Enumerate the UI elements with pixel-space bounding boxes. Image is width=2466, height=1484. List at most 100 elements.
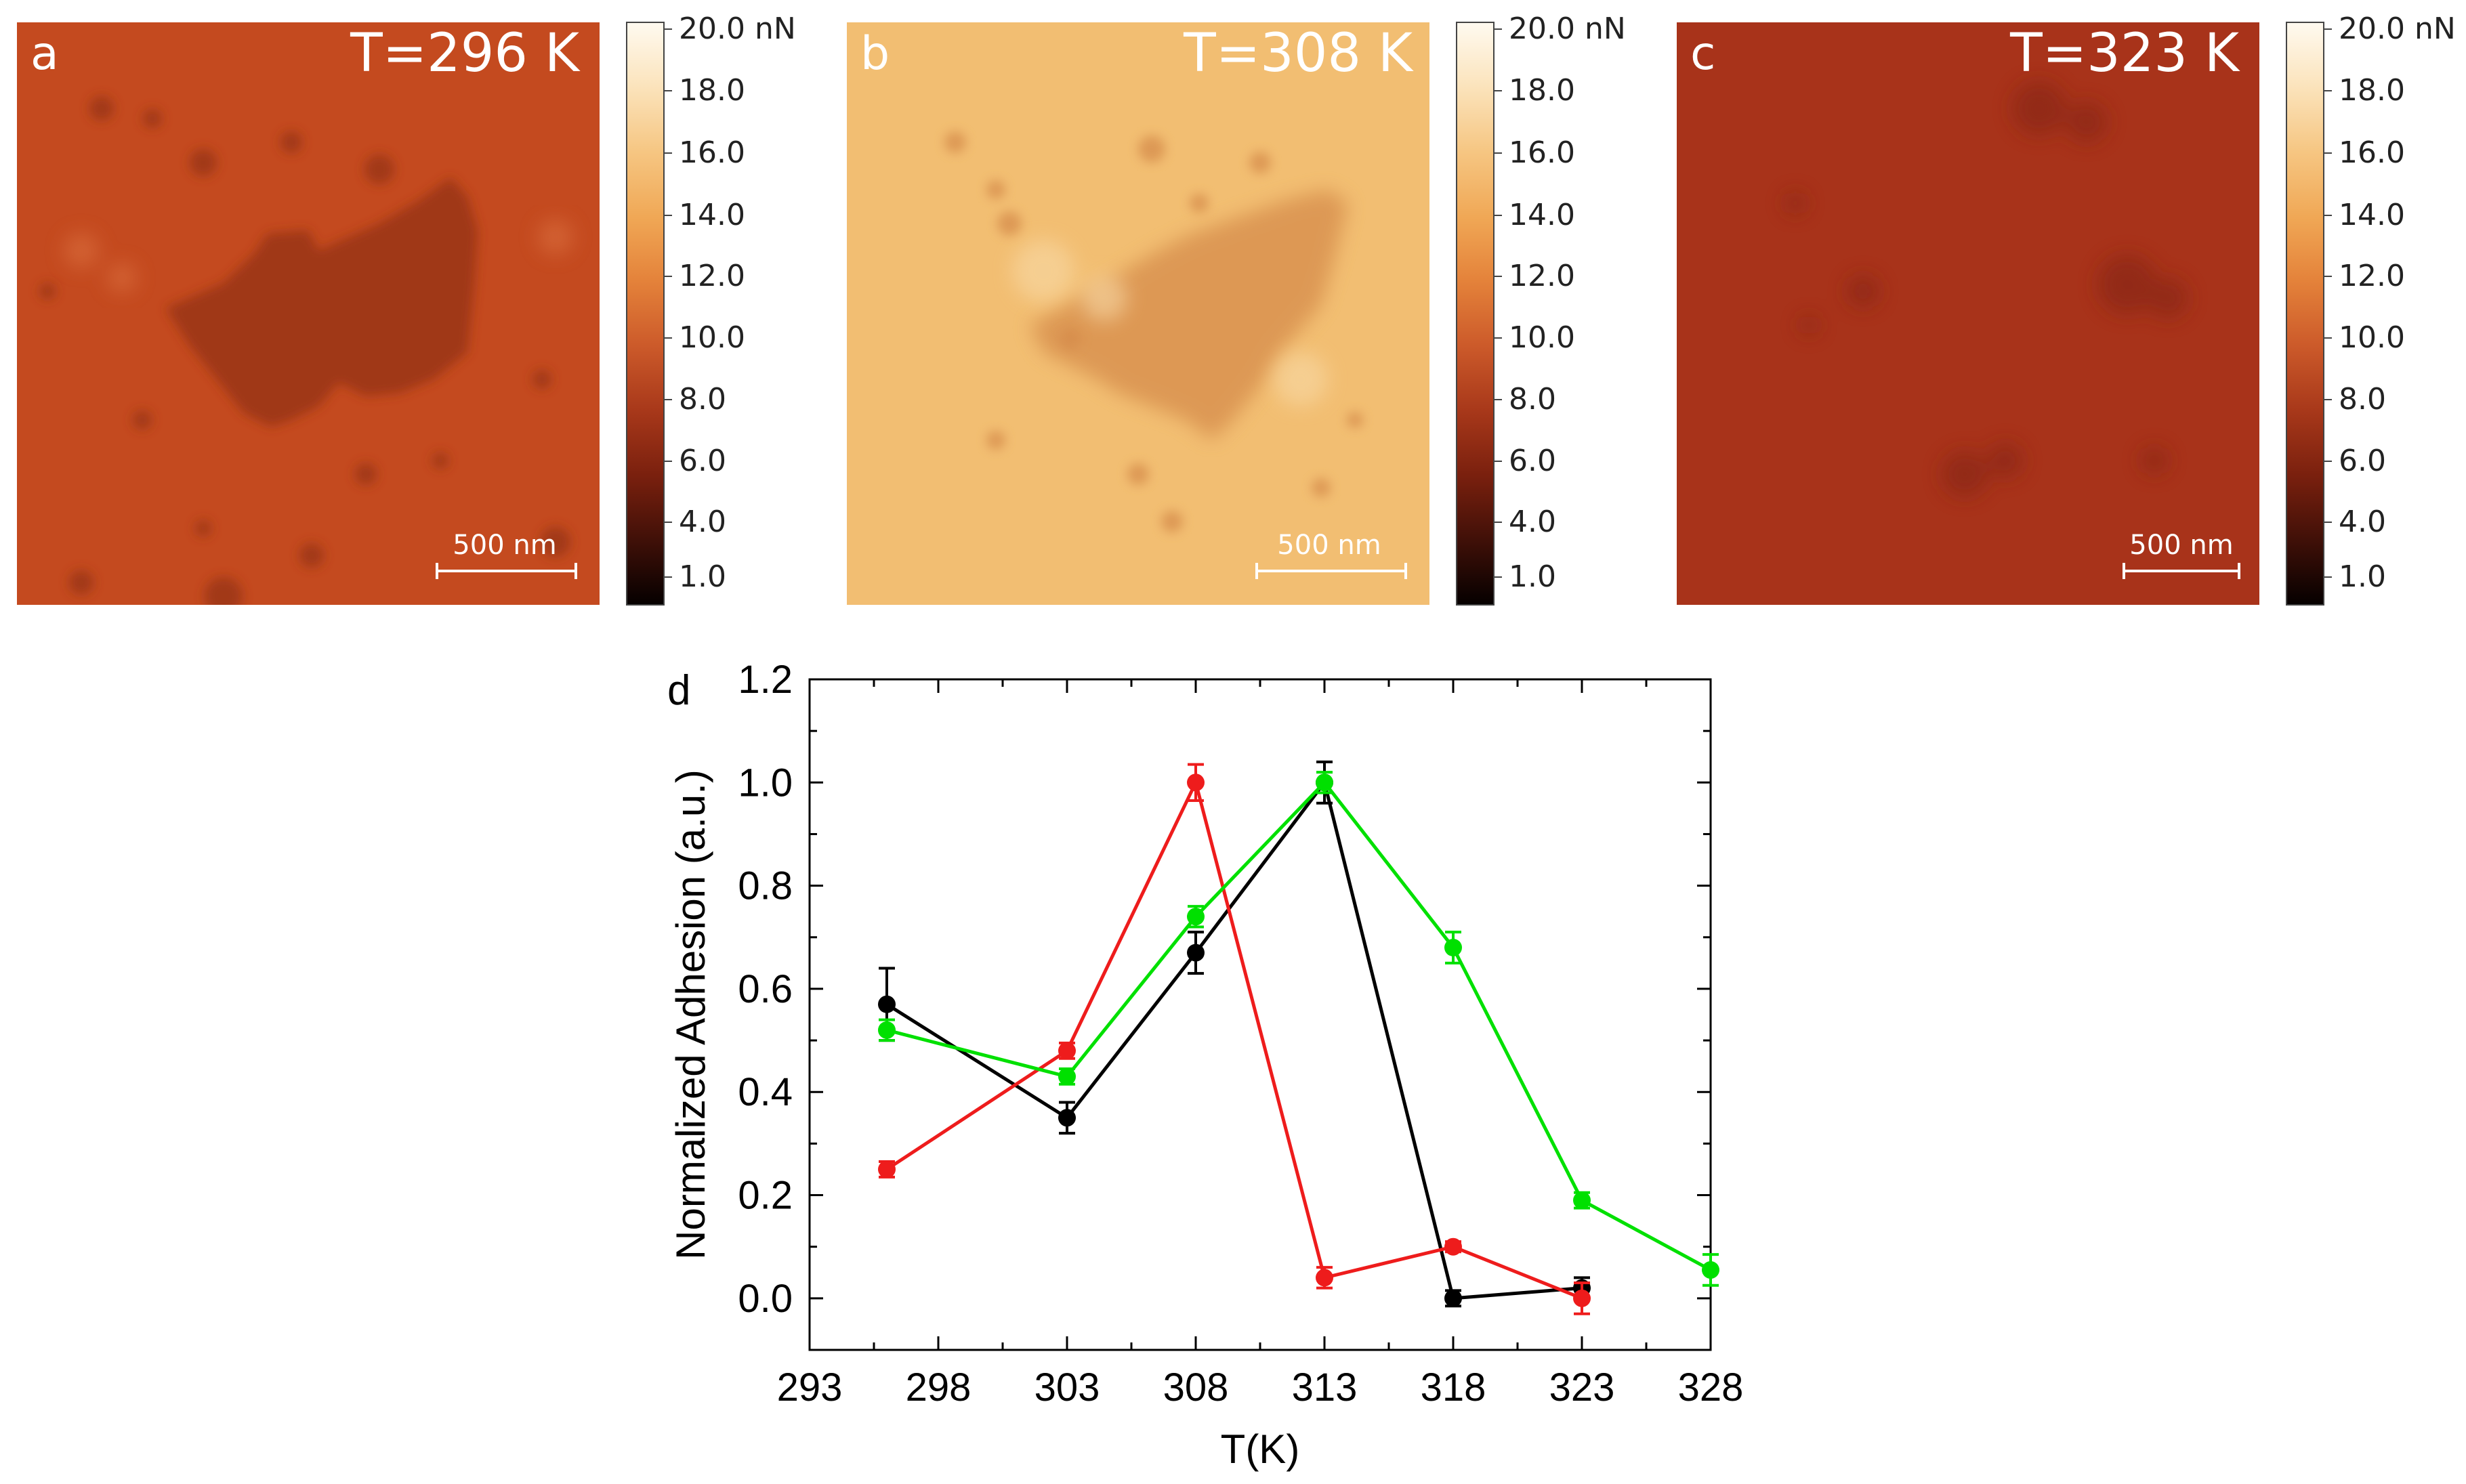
scale-bar-label-a: 500 nm (453, 530, 556, 561)
chart-panel-label: d (667, 667, 690, 714)
colorbar-label: 1.0 (2339, 559, 2386, 594)
colorbar-label: 8.0 (1509, 382, 1556, 417)
colorbar-b: 20.0 nN 18.0 16.0 14.0 12.0 10.0 8.0 6.0 4.0 1.0 (1456, 12, 1626, 606)
colorbar-label: 16.0 (679, 135, 745, 170)
plot-frame (808, 678, 1712, 1351)
colorbar-label: 18.0 (2339, 73, 2405, 108)
data-point (1316, 773, 1333, 792)
colorbar-label: 10.0 (1509, 320, 1575, 355)
y-tick-label: 0.2 (738, 1174, 793, 1218)
x-tick-label: 303 (1035, 1365, 1100, 1409)
light-patches-a (64, 219, 573, 293)
scale-bar-label-b: 500 nm (1277, 530, 1381, 561)
series-black (878, 760, 1591, 1308)
y-tick-label: 0.6 (738, 967, 793, 1011)
y-axis-title: Normalized Adhesion (a.u.) (668, 769, 713, 1260)
x-tick-label: 323 (1549, 1365, 1615, 1409)
x-tick-label: 318 (1421, 1365, 1486, 1409)
colorbar-gradient (626, 22, 665, 606)
colorbar-label: 6.0 (1509, 444, 1556, 478)
y-tick-label: 0.0 (738, 1277, 793, 1321)
data-point (1316, 1269, 1333, 1287)
data-point (1187, 944, 1205, 962)
domain-shape-b (1030, 190, 1348, 440)
colorbar-label: 20.0 nN (679, 12, 796, 46)
x-axis-title: T(K) (1221, 1426, 1300, 1472)
afm-panel-b: b T=308 K 500 nm (847, 22, 1429, 605)
y-axis-ticks: 0.0 0.2 0.4 0.6 0.8 1.0 1.2 (738, 658, 1711, 1351)
colorbar-label: 1.0 (1509, 559, 1556, 594)
colorbar-label: 14.0 (1509, 198, 1575, 232)
colorbar-label: 10.0 (679, 320, 745, 355)
data-point (878, 995, 896, 1013)
colorbar-c: 20.0 nN 18.0 16.0 14.0 12.0 10.0 8.0 6.0 4.0 1.0 (2286, 12, 2456, 606)
data-point (1573, 1191, 1591, 1210)
x-tick-label: 308 (1163, 1365, 1229, 1409)
data-point (1444, 1237, 1462, 1256)
colorbar-label: 8.0 (2339, 382, 2386, 417)
series-line-red (885, 778, 1583, 1300)
data-point (878, 1021, 896, 1039)
data-point (1058, 1067, 1076, 1086)
y-tick-label: 1.2 (738, 658, 793, 702)
y-tick-label: 0.4 (738, 1070, 793, 1114)
panel-letter-a: a (30, 27, 59, 81)
colorbar-label: 16.0 (2339, 135, 2405, 170)
data-point (878, 1160, 896, 1179)
colorbar-label: 8.0 (679, 382, 726, 417)
colorbar-label: 4.0 (1509, 505, 1556, 539)
x-axis-ticks: 293 298 303 308 313 318 323 328 (777, 679, 1744, 1409)
data-point (1187, 908, 1205, 926)
data-series (878, 760, 1719, 1315)
x-tick-label: 328 (1678, 1365, 1744, 1409)
colorbar-label: 10.0 (2339, 320, 2405, 355)
y-tick-label: 0.8 (738, 864, 793, 908)
colorbar-label: 12.0 (679, 259, 745, 293)
colorbar-label: 18.0 (679, 73, 745, 108)
data-point (1187, 773, 1205, 792)
panel-letter-c: c (1690, 27, 1715, 81)
series-line-black (885, 778, 1583, 1300)
colorbar-label: 20.0 nN (2339, 12, 2456, 46)
data-point (1058, 1109, 1076, 1127)
colorbar-label: 18.0 (1509, 73, 1575, 108)
colorbar-label: 4.0 (2339, 505, 2386, 539)
colorbar-label: 14.0 (679, 198, 745, 232)
light-patches-b (1012, 240, 1328, 406)
adhesion-chart: d T(K) Normalized Adhesion (a.u.) 293 298… (667, 658, 1743, 1472)
series-green (878, 771, 1719, 1287)
dark-spots-c (1784, 81, 2188, 497)
data-point (1444, 1289, 1462, 1307)
temperature-label-a: T=296 K (350, 23, 581, 84)
afm-features-a (39, 96, 573, 605)
colorbar-a: 20.0 nN 18.0 16.0 14.0 12.0 10.0 8.0 6.0 4.0 1.0 (626, 12, 796, 606)
colorbar-label: 6.0 (679, 444, 726, 478)
colorbar-label: 14.0 (2339, 198, 2405, 232)
afm-features-c (1784, 81, 2188, 497)
dark-spots-b (944, 131, 1363, 532)
data-point (1444, 939, 1462, 956)
colorbar-label: 16.0 (1509, 135, 1575, 170)
scale-bar-label-c: 500 nm (2129, 530, 2233, 561)
panel-letter-b: b (860, 27, 890, 81)
afm-features-b (944, 131, 1363, 532)
dark-spots-a (39, 96, 570, 605)
colorbar-gradient (1456, 22, 1495, 606)
colorbar-label: 20.0 nN (1509, 12, 1626, 46)
temperature-label-b: T=308 K (1183, 23, 1414, 84)
afm-panel-c: c T=323 K 500 nm (1677, 22, 2259, 605)
data-point (1573, 1289, 1591, 1307)
colorbar-label: 12.0 (2339, 259, 2405, 293)
colorbars: 20.0 nN18.016.014.012.010.08.06.04.01.02… (626, 12, 2456, 606)
x-tick-label: 293 (777, 1365, 843, 1409)
domain-shape-a (166, 177, 478, 427)
series-red (878, 763, 1591, 1315)
x-tick-label: 313 (1292, 1365, 1358, 1409)
colorbar-label: 4.0 (679, 505, 726, 539)
colorbar-label: 6.0 (2339, 444, 2386, 478)
colorbar-label: 12.0 (1509, 259, 1575, 293)
colorbar-label: 1.0 (679, 559, 726, 594)
colorbar-gradient (2286, 22, 2324, 606)
x-tick-label: 298 (906, 1365, 971, 1409)
